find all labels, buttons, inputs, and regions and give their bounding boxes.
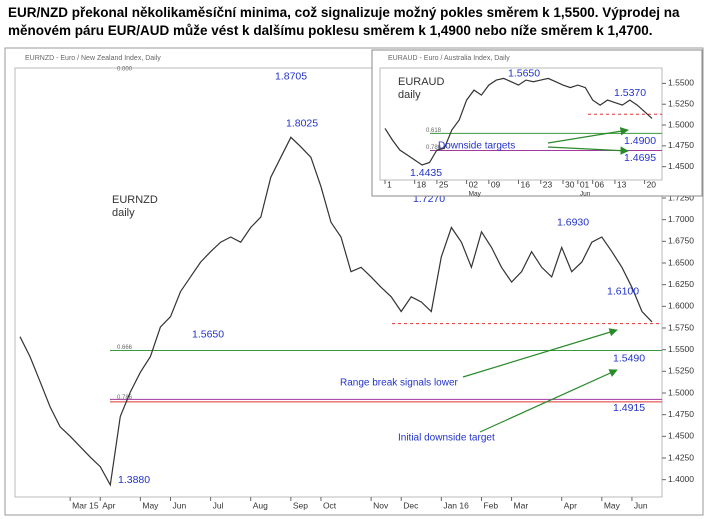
chart-title: EURNZD - Euro / New Zealand Index, Daily (25, 55, 161, 62)
y-tick-label: 1.4750 (668, 409, 694, 419)
level-label: 1.4900 (624, 135, 656, 147)
x-tick-label: 25 (439, 179, 449, 189)
price-annotation: 1.6930 (557, 217, 589, 229)
y-tick-label: 1.4000 (668, 474, 694, 484)
y-tick-label: 1.5500 (668, 344, 694, 354)
x-tick-label: May (142, 500, 159, 510)
x-tick-label: 30 (565, 179, 575, 189)
callout-arrow (462, 328, 618, 378)
plot-area (379, 67, 663, 181)
x-tick-label: May (604, 500, 621, 510)
y-tick-label: 1.7250 (668, 192, 694, 202)
x-tick-label: 23 (543, 179, 553, 189)
x-tick-label: Sep (293, 500, 308, 510)
inset-frame (371, 49, 703, 197)
callout-arrow (479, 369, 618, 433)
price-annotation: 1.5370 (614, 87, 646, 99)
x-tick-label: Apr (102, 500, 115, 510)
callout-arrow (547, 127, 629, 144)
x-group-label: May (469, 191, 482, 198)
y-tick-label: 1.4500 (668, 161, 694, 171)
x-tick-label: Apr (564, 500, 577, 510)
x-tick-label: 18 (417, 179, 427, 189)
level-label: 1.5490 (613, 352, 645, 364)
x-tick-label: Jul (213, 500, 224, 510)
fib-label: 0.666 (117, 345, 133, 351)
level-label: 1.4915 (613, 402, 645, 414)
x-tick-label: 01 (580, 179, 590, 189)
symbol-label: daily (398, 89, 421, 101)
x-tick-label: 20 (647, 179, 657, 189)
chart-title: EURAUD - Euro / Australia Index, Daily (388, 55, 510, 62)
callout-text: Initial downside target (398, 433, 495, 444)
x-tick-label: Feb (483, 500, 498, 510)
x-tick-label: 09 (491, 179, 501, 189)
y-tick-label: 1.4250 (668, 452, 694, 462)
y-tick-label: 1.6000 (668, 301, 694, 311)
fib-label: 0.618 (426, 128, 442, 134)
y-tick-label: 1.5250 (668, 98, 694, 108)
y-tick-label: 1.6250 (668, 279, 694, 289)
price-annotation: 1.5650 (508, 68, 540, 80)
x-tick-label: 02 (469, 179, 479, 189)
header-text: EUR/NZD překonal několikaměsíční minima,… (8, 5, 680, 38)
x-tick-label: Mar 15 (72, 500, 99, 510)
price-annotation: 1.3880 (118, 474, 150, 486)
price-annotation: 1.8025 (286, 118, 318, 130)
x-tick-label: Jun (634, 500, 648, 510)
symbol-label: daily (112, 207, 135, 219)
fib-label: 0.786 (117, 395, 133, 401)
price-annotation: 1.8705 (275, 71, 307, 83)
y-tick-label: 1.7000 (668, 214, 694, 224)
fib-label: 0.786 (426, 145, 442, 151)
y-tick-label: 1.6750 (668, 236, 694, 246)
x-tick-label: Jun (172, 500, 186, 510)
x-tick-label: 13 (617, 179, 627, 189)
x-tick-label: Nov (373, 500, 389, 510)
fib-label: 0.000 (117, 66, 133, 72)
price-line (19, 136, 653, 487)
x-tick-label: Dec (403, 500, 419, 510)
y-tick-label: 1.5250 (668, 366, 694, 376)
symbol-label: EURAUD (398, 76, 445, 88)
x-tick-label: 16 (521, 179, 531, 189)
x-tick-label: Mar (514, 500, 529, 510)
price-annotation: 1.4435 (410, 167, 442, 179)
y-tick-label: 1.5000 (668, 119, 694, 129)
y-tick-label: 1.4500 (668, 431, 694, 441)
y-tick-label: 1.5750 (668, 322, 694, 332)
callout-arrow (547, 146, 629, 155)
price-annotation: 1.6100 (607, 285, 639, 297)
price-line (384, 77, 653, 166)
x-tick-label: 06 (595, 179, 605, 189)
callout-text: Range break signals lower (340, 378, 459, 389)
symbol-label: EURNZD (112, 194, 158, 206)
price-annotation: 1.5650 (192, 328, 224, 340)
y-tick-label: 1.6500 (668, 257, 694, 267)
x-group-label: Jun (580, 191, 591, 198)
y-tick-label: 1.5500 (668, 78, 694, 88)
x-tick-label: Jan 16 (443, 500, 469, 510)
y-tick-label: 1.4750 (668, 140, 694, 150)
x-tick-label: Oct (323, 500, 337, 510)
level-label: 1.4695 (624, 152, 656, 164)
y-tick-label: 1.5000 (668, 387, 694, 397)
callout-text: Downside targets (438, 141, 515, 152)
x-tick-label: 1 (387, 179, 392, 189)
plot-area (14, 67, 663, 498)
x-tick-label: Aug (253, 500, 268, 510)
